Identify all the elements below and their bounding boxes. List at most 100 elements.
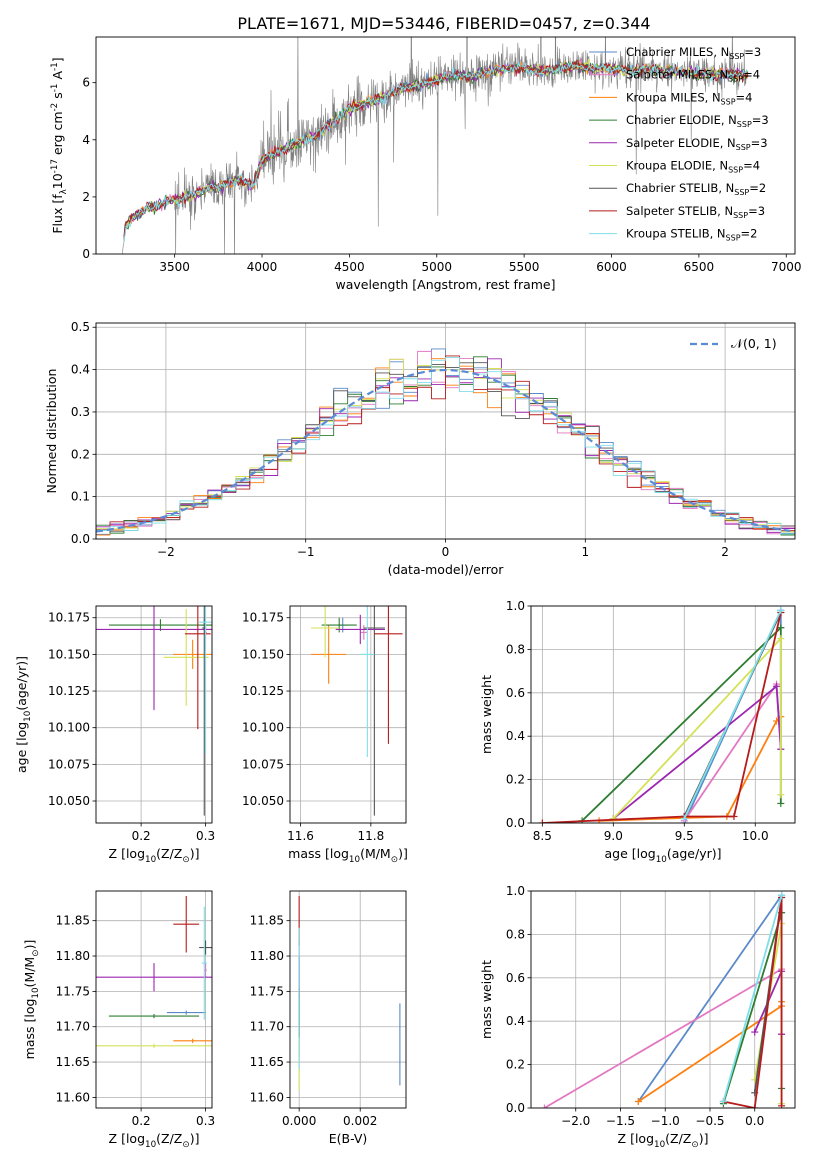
x-tick-label: 11.6 [287, 829, 314, 843]
label-text: erg cm [50, 111, 65, 159]
y-tick-label: 10.175 [48, 611, 90, 625]
legend-label: Chabrier STELIB, N [626, 181, 734, 195]
axes-frame [95, 890, 213, 1109]
label-text: )] [398, 846, 408, 861]
legend-entry: Chabrier STELIB, NSSP=2 [626, 181, 766, 197]
y-tick-label: 10.100 [242, 721, 284, 735]
y-tick-label: 6 [82, 76, 90, 90]
data-layer [96, 348, 795, 539]
legend-label: Kroupa ELODIE, N [626, 159, 728, 173]
y-tick-label: 10.125 [242, 684, 284, 698]
axes-frame [95, 322, 796, 540]
legend-entry: Kroupa ELODIE, NSSP=4 [626, 159, 760, 175]
x-tick-label: −2 [157, 545, 175, 559]
y-tick-label: 0 [82, 247, 90, 261]
y-tick-label: 2 [82, 190, 90, 204]
x-tick-label: 10.0 [742, 829, 769, 843]
legend-value: =4 [743, 159, 760, 173]
data-layer [538, 606, 785, 823]
histogram-kroupa_stelib [96, 356, 795, 539]
y-tick-label: 10.050 [48, 794, 90, 808]
label-text: )] [190, 1131, 200, 1146]
data-layer [96, 895, 212, 1048]
x-tick-label: 3500 [159, 260, 190, 274]
x-tick-label: 6500 [684, 260, 715, 274]
x-tick-label: 4000 [247, 260, 278, 274]
legend-value: =3 [752, 113, 769, 127]
y-tick-label: 0.2 [506, 1058, 525, 1072]
panel-mass_vs_ebv: 0.000 0.002 11.60 11.65 11.70 11.75 11.80 11.85… [250, 890, 407, 1146]
legend-label: Salpeter STELIB, N [626, 204, 733, 218]
label-text: A [50, 71, 65, 84]
label-text: mass [log [22, 999, 37, 1060]
error-point-salpeter_stelib [173, 895, 200, 953]
x-tick-label: 0.002 [343, 1114, 377, 1128]
x-tick-label: −1.5 [606, 1114, 635, 1128]
error-point-salpeter_elodie [96, 606, 212, 711]
grid-lines [290, 606, 406, 823]
legend-entry: Salpeter ELODIE, NSSP=3 [626, 136, 768, 152]
legend-sub: SSP [734, 188, 749, 197]
label-text: (Z/Z [156, 1131, 182, 1146]
x-tick-label: 0.3 [196, 829, 215, 843]
label-text: (age/yr)] [667, 846, 722, 861]
legend-label: Salpeter ELODIE, N [626, 136, 736, 150]
panel-residuals: −2 −1 0 1 2 0.0 0.1 0.2 0.3 0.4 0.5 (data-model)/er… [44, 320, 796, 577]
y-axis-label: Flux [fλ10-17 erg cm-2 s-1 A-1] [50, 57, 69, 233]
legend-sub: SSP [728, 166, 743, 175]
label-script: -17 [50, 159, 60, 173]
y-tick-label: 0.5 [71, 320, 90, 334]
x-axis-label: mass [log10(M/M⊙)] [288, 846, 408, 865]
y-tick-label: 0.6 [506, 686, 525, 700]
x-tick-label: 0.2 [132, 1114, 151, 1128]
error-point-chabrier_elodie [108, 1013, 200, 1019]
x-tick-label: −2.0 [561, 1114, 590, 1128]
legend-label: Kroupa STELIB, N [626, 227, 726, 241]
legend: 𝒩(0, 1) [690, 336, 777, 351]
weight-series-kroupa_elodie [609, 635, 785, 823]
panel-age_vs_mass: 11.6 11.8 10.050 10.075 10.100 10.125 10.150 10… [242, 605, 408, 865]
y-tick-label: 11.70 [56, 1020, 90, 1034]
y-tick-label: 0.8 [506, 642, 525, 656]
label-text: mass [log [288, 846, 349, 861]
plot-area [290, 606, 406, 823]
y-tick-label: 0.6 [506, 971, 525, 985]
error-point-chabrier_stelib [199, 940, 212, 955]
x-tick-label: 4500 [334, 260, 365, 274]
label-text: )] [699, 1131, 709, 1146]
error-point-kroupa_elodie [96, 1043, 212, 1048]
label-script: ⊙ [31, 949, 41, 956]
label-text: wavelength [Angstrom, rest frame] [335, 277, 555, 292]
y-axis-label: mass weight [479, 960, 494, 1039]
label-text: 10 [50, 173, 65, 189]
x-axis-label: wavelength [Angstrom, rest frame] [335, 277, 555, 292]
error-point-salpeter_elodie [96, 963, 212, 992]
error-point-salpeter_stelib [184, 606, 211, 730]
error-point-kroupa_stelib [360, 606, 375, 758]
weight-line [683, 609, 782, 820]
y-axis-label: Normed distribution [44, 369, 59, 494]
data-layer [121, 37, 749, 254]
data-layer [540, 891, 786, 1108]
y-tick-label: 0.0 [71, 532, 90, 546]
x-tick-label: −0.5 [695, 1114, 724, 1128]
label-text: age [log [604, 846, 655, 861]
error-point-kroupa_stelib [201, 906, 207, 1020]
x-axis-label: Z [log10(Z/Z⊙)] [618, 1131, 709, 1150]
weight-line [542, 612, 782, 823]
error-point-kroupa_miles [311, 625, 347, 684]
y-tick-label: 0.1 [71, 490, 90, 504]
axes-frame [95, 605, 213, 824]
error-point-chabrier_miles [166, 1010, 206, 1015]
label-text: (Z/Z [665, 1131, 691, 1146]
legend-entry: Chabrier MILES, NSSP=3 [626, 45, 761, 61]
legend-sub: SSP [737, 120, 752, 129]
y-tick-label: 0.2 [71, 447, 90, 461]
figure-title: PLATE=1671, MJD=53446, FIBERID=0457, z=0… [237, 14, 650, 33]
model-spectrum-salpeter_stelib [123, 60, 749, 238]
x-tick-label: 8.5 [533, 829, 552, 843]
legend-entry: Kroupa MILES, NSSP=4 [626, 90, 752, 106]
legend-value: =2 [741, 227, 758, 241]
